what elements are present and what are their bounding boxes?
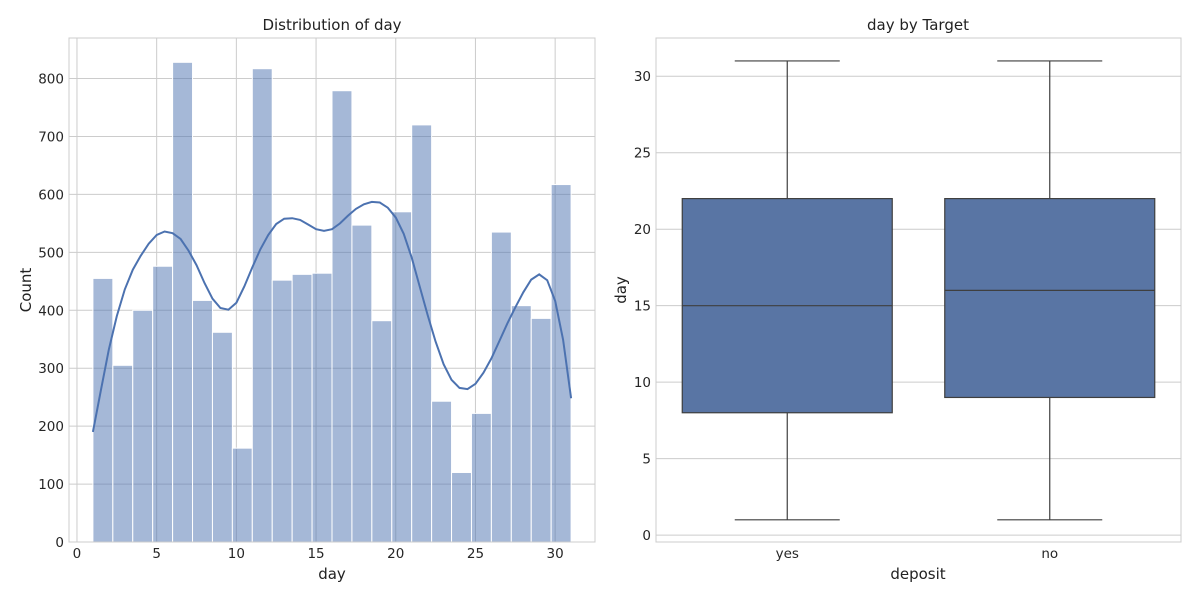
box-y-tick-label: 10 (634, 375, 651, 391)
box-frame (655, 37, 1182, 543)
hist-bar (351, 224, 373, 543)
hist-x-tick-label: 10 (228, 546, 245, 562)
hist-bar (172, 61, 194, 543)
hist-bar (92, 277, 114, 543)
hist-bar (391, 211, 413, 543)
hist-title: Distribution of day (262, 16, 401, 34)
hist-bar (470, 412, 492, 543)
box-title: day by Target (867, 16, 969, 34)
box-y-tick-label: 0 (642, 528, 651, 544)
box-iqr (944, 198, 1156, 399)
box-y-tick-label: 25 (634, 146, 651, 162)
hist-bar (411, 124, 433, 543)
box-y-ticks: 0 5 10 15 20 25 30 (634, 69, 651, 544)
box-y-tick-label: 5 (642, 452, 651, 468)
hist-bar (112, 364, 134, 543)
kde-line (91, 200, 573, 433)
hist-bar (271, 279, 293, 543)
histogram-panel: Distribution of day 0 5 10 15 20 25 30 0 100 200… (17, 16, 596, 583)
box-x-tick-label: yes (776, 546, 799, 562)
hist-y-label: Count (17, 268, 35, 313)
hist-bar (550, 184, 572, 543)
hist-y-tick-label: 600 (38, 187, 64, 203)
hist-bar (371, 320, 393, 543)
box-y-label: day (612, 276, 630, 304)
boxplot-panel: day by Target yes no 0 5 10 15 20 25 30 deposit… (612, 16, 1182, 583)
box-y-tick-label: 20 (634, 222, 651, 238)
hist-bar (510, 305, 532, 543)
hist-y-tick-label: 400 (38, 303, 64, 319)
hist-y-tick-label: 700 (38, 129, 64, 145)
hist-y-tick-label: 200 (38, 419, 64, 435)
hist-bars (92, 61, 572, 543)
box-y-tick-label: 30 (634, 69, 651, 85)
box-shapes (681, 60, 1156, 521)
hist-bar (291, 273, 313, 543)
hist-bar (132, 309, 154, 543)
hist-frame (68, 37, 596, 543)
hist-x-tick-label: 25 (467, 546, 484, 562)
hist-y-tick-label: 800 (38, 72, 64, 88)
hist-bar (451, 471, 472, 543)
hist-y-tick-label: 300 (38, 361, 64, 377)
hist-bar (431, 400, 453, 543)
hist-x-tick-label: 0 (73, 546, 82, 562)
hist-y-ticks: 0 100 200 300 400 500 600 700 800 (38, 72, 64, 551)
hist-bar (152, 265, 174, 543)
hist-x-label: day (318, 565, 346, 583)
hist-bar (192, 299, 213, 543)
box-x-tick-label: no (1041, 546, 1058, 562)
hist-bar (251, 68, 273, 543)
hist-x-tick-label: 5 (152, 546, 161, 562)
hist-x-tick-label: 30 (547, 546, 564, 562)
box-x-label: deposit (890, 565, 945, 583)
hist-bar (530, 317, 552, 543)
hist-bar (490, 231, 512, 543)
hist-y-tick-label: 0 (55, 535, 64, 551)
hist-bar (311, 272, 333, 543)
hist-bar (211, 331, 233, 543)
hist-x-tick-label: 15 (307, 546, 324, 562)
hist-bar (331, 90, 353, 543)
hist-bar (231, 447, 253, 543)
hist-y-tick-label: 500 (38, 245, 64, 261)
hist-x-tick-label: 20 (387, 546, 404, 562)
box-x-ticks: yes no (776, 546, 1059, 562)
hist-x-ticks: 0 5 10 15 20 25 30 (73, 546, 564, 562)
hist-y-tick-label: 100 (38, 477, 64, 493)
box-y-tick-label: 15 (634, 299, 651, 315)
